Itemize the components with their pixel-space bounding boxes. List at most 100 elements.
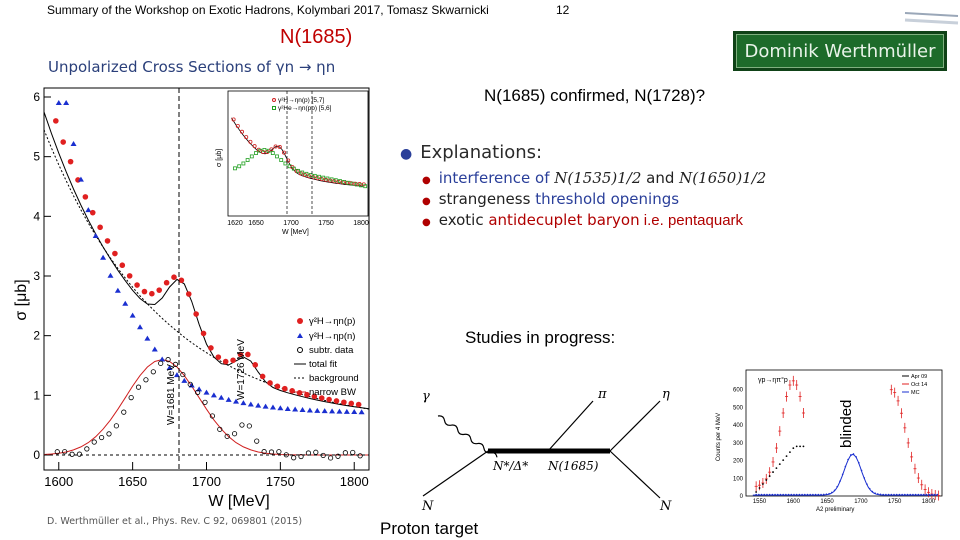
proton-point: [343, 408, 350, 414]
studies-text: Studies in progress:: [465, 328, 616, 347]
mc-point: [785, 493, 787, 496]
inset-legend-2: γ²He→ηn(pp) [5,6]: [278, 105, 332, 112]
neutron-point: [304, 391, 310, 398]
subtr-point: [276, 449, 282, 455]
right-ytick-4: 400: [733, 423, 744, 429]
subtr-point: [165, 357, 171, 363]
neutron-point: [311, 393, 318, 400]
slide-subtitle: Unpolarized Cross Sections of γn → ηn: [48, 58, 336, 76]
proton-point: [144, 335, 151, 341]
page-number: 12: [556, 3, 570, 17]
inset-helium-point: [363, 184, 368, 189]
mc-point: [768, 493, 771, 496]
neutron-point: [326, 396, 332, 403]
apr-point: [755, 491, 758, 493]
subtr-point: [76, 451, 83, 457]
right-ytick-5: 500: [733, 405, 744, 411]
apr-point: [792, 447, 795, 450]
mc-point: [925, 493, 928, 496]
proton-point: [114, 287, 121, 293]
legend-proton: γ²H→ηp(n): [309, 331, 355, 342]
subtr-point: [180, 371, 186, 378]
mc-point: [893, 493, 895, 496]
neutron-point: [193, 311, 199, 317]
neutron-point: [163, 279, 170, 286]
background-curve: [43, 129, 370, 410]
inset-neutron-point: [273, 144, 278, 149]
subtr-point: [113, 423, 119, 429]
x-tick-label-0: 1600: [44, 474, 73, 489]
proton-point: [129, 312, 136, 318]
mc-point: [793, 493, 795, 496]
bullet-icon: ●: [422, 175, 431, 186]
neutron-point: [119, 262, 126, 269]
inset-helium-point: [254, 151, 258, 155]
mc-point: [904, 493, 906, 496]
right-xtick-1: 1600: [787, 499, 801, 505]
bullet-icon: ●: [422, 196, 431, 207]
proton-point: [329, 408, 336, 414]
subtr-point: [239, 422, 245, 428]
subtr-point: [313, 449, 319, 455]
apr-point: [761, 483, 764, 485]
subtr-point: [327, 455, 334, 461]
inset-xlabel: W [MeV]: [282, 229, 309, 236]
mc-point: [890, 493, 893, 496]
header-title: Summary of the Workshop on Exotic Hadron…: [47, 3, 489, 17]
mc-point: [795, 493, 798, 496]
neutron-point: [348, 400, 355, 407]
right-xtick-4: 1750: [888, 499, 902, 505]
neutron-point: [200, 330, 207, 337]
apr-point: [778, 463, 781, 466]
mc-point: [901, 493, 903, 496]
mc-point: [936, 493, 939, 496]
apr-point: [765, 479, 768, 481]
reference: D. Werthmüller et al., Phys. Rev. C 92, …: [47, 516, 303, 527]
mc-point: [852, 453, 855, 455]
neutron-point: [112, 250, 118, 257]
right-legend-1: Oct 14: [911, 382, 927, 388]
inset-helium-point: [296, 168, 300, 173]
proton-point: [70, 141, 77, 147]
proton-point: [100, 254, 107, 260]
inset-plot: γ²H→ηn(p) [5,7] γ²He→ηn(pp) [5,6] σ [μb]…: [216, 90, 369, 236]
neutron-point: [230, 357, 236, 364]
proton-point: [277, 405, 284, 411]
y-tick-label-6: 6: [33, 90, 40, 104]
neutron-point: [355, 401, 362, 408]
neutron-point: [60, 139, 67, 145]
mc-point: [876, 493, 879, 495]
author-name-box: Dominik Werthmüller: [733, 31, 947, 71]
right-ytick-2: 200: [733, 459, 744, 465]
right-invariant-mass-plot: 0 100 200 300 400 500 600 1550 1600 1650 1700 1750 1…: [716, 369, 943, 513]
subtr-point: [291, 455, 297, 461]
subtr-point: [69, 451, 75, 457]
mc-point: [787, 493, 790, 496]
mc-point: [806, 493, 809, 496]
inset-neutron-point: [248, 139, 253, 144]
mc-point: [931, 493, 933, 496]
inset-neutron-point: [252, 144, 257, 149]
apr-point: [785, 455, 788, 458]
inset-helium-point: [270, 151, 275, 155]
subtr-point: [91, 439, 97, 445]
y-tick-label-4: 4: [33, 209, 40, 223]
inset-legend-1: γ²H→ηn(p) [5,7]: [278, 97, 324, 104]
mc-point: [790, 493, 793, 496]
mc-point: [771, 493, 774, 496]
mc-point: [858, 462, 860, 464]
slide-title: N(1685): [280, 26, 353, 48]
proton-point: [269, 404, 276, 410]
proton-point: [351, 409, 358, 415]
proton-point: [225, 396, 232, 402]
neutron-point: [252, 362, 259, 368]
proton-point: [55, 99, 62, 105]
neutron-point: [281, 385, 288, 392]
neutron-point: [208, 345, 214, 351]
inset-neutron-point: [239, 129, 244, 134]
apr-point: [795, 445, 798, 448]
inset-helium-point: [325, 176, 330, 181]
inset-helium-point: [329, 177, 334, 182]
apr-point: [768, 475, 771, 477]
bullet-icon: ●: [400, 146, 413, 162]
